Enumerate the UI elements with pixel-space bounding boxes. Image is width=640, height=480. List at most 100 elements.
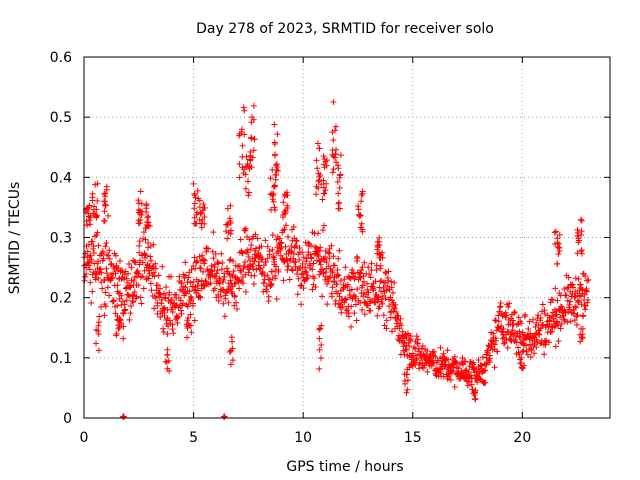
data-point — [164, 330, 171, 337]
data-point — [397, 315, 404, 322]
data-point — [580, 312, 587, 319]
data-point — [327, 272, 334, 279]
data-point — [341, 276, 348, 283]
data-point — [272, 176, 279, 183]
data-point — [336, 205, 343, 212]
data-point — [358, 198, 365, 205]
data-point — [96, 313, 103, 320]
data-point — [299, 249, 306, 256]
data-point — [323, 180, 330, 187]
data-point — [157, 313, 164, 320]
data-point — [114, 312, 121, 319]
data-point — [522, 311, 529, 318]
data-point — [406, 364, 413, 371]
data-point — [302, 264, 309, 271]
data-point — [570, 284, 577, 291]
data-point — [373, 266, 380, 273]
data-point — [86, 266, 93, 273]
data-point — [191, 205, 198, 212]
data-point — [285, 233, 292, 240]
data-point — [475, 356, 482, 363]
data-point — [409, 363, 416, 370]
data-point — [375, 244, 382, 251]
data-point — [273, 263, 280, 270]
data-point — [294, 291, 301, 298]
data-point — [100, 255, 107, 262]
data-point — [578, 228, 585, 235]
data-point — [205, 245, 212, 252]
data-point — [85, 204, 92, 211]
data-point — [125, 270, 132, 277]
data-point — [557, 303, 564, 310]
data-point — [92, 181, 99, 188]
data-point — [227, 277, 234, 284]
data-point — [264, 255, 271, 262]
data-point — [90, 210, 97, 217]
data-point — [103, 270, 110, 277]
data-point — [410, 344, 417, 351]
data-point — [431, 348, 438, 355]
data-point — [332, 150, 339, 157]
data-point — [326, 245, 333, 252]
data-point — [493, 337, 500, 344]
data-point — [554, 243, 561, 250]
data-point — [236, 174, 243, 181]
data-point — [451, 383, 458, 390]
data-point — [229, 345, 236, 352]
data-point — [202, 257, 209, 264]
data-point — [166, 289, 173, 296]
data-point — [359, 264, 366, 271]
data-point — [241, 131, 248, 138]
data-point — [322, 158, 329, 165]
data-point — [509, 317, 516, 324]
data-point — [564, 285, 571, 292]
data-point — [121, 301, 128, 308]
data-point — [584, 297, 591, 304]
y-tick-label: 0.1 — [50, 351, 72, 367]
data-point — [504, 344, 511, 351]
data-point — [492, 317, 499, 324]
data-point — [367, 274, 374, 281]
data-point — [515, 344, 522, 351]
data-point — [155, 272, 162, 279]
data-point — [504, 328, 511, 335]
data-point — [407, 336, 414, 343]
data-point — [210, 255, 217, 262]
data-point — [164, 352, 171, 359]
data-point — [226, 349, 233, 356]
data-point — [96, 265, 103, 272]
data-point — [321, 164, 328, 171]
data-point — [84, 205, 91, 212]
data-point — [99, 285, 106, 292]
data-point — [130, 278, 137, 285]
data-point — [572, 303, 579, 310]
data-point — [505, 303, 512, 310]
data-point — [523, 342, 530, 349]
data-point — [135, 282, 142, 289]
data-point — [190, 300, 197, 307]
data-point — [163, 359, 170, 366]
data-point — [489, 338, 496, 345]
data-point — [308, 254, 315, 261]
data-point — [200, 201, 207, 208]
data-point — [545, 323, 552, 330]
data-point — [191, 317, 198, 324]
data-point — [403, 347, 410, 354]
data-point — [281, 226, 288, 233]
data-point — [413, 356, 420, 363]
data-point — [289, 267, 296, 274]
data-point — [118, 320, 125, 327]
data-point — [513, 321, 520, 328]
data-point — [313, 257, 320, 264]
chart-title: Day 278 of 2023, SRMTID for receiver sol… — [196, 21, 494, 37]
data-point — [296, 256, 303, 263]
data-point — [163, 284, 170, 291]
data-point — [254, 235, 261, 242]
data-point — [247, 156, 254, 163]
data-point — [268, 282, 275, 289]
data-point — [184, 317, 191, 324]
data-point — [154, 302, 161, 309]
data-point — [192, 194, 199, 201]
data-point — [541, 351, 548, 358]
data-point — [180, 271, 187, 278]
